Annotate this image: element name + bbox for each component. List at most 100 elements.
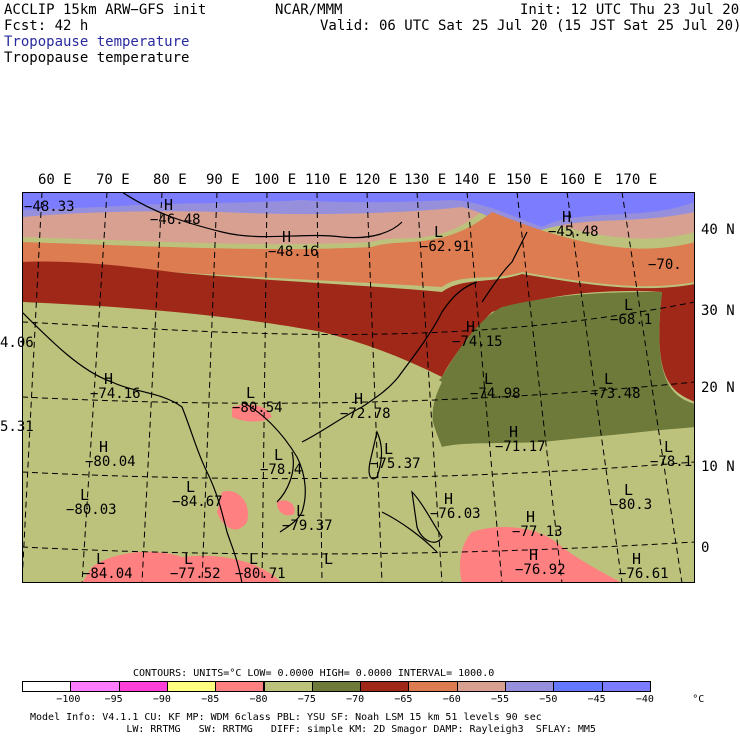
pressure-center: H −76.92 bbox=[515, 548, 566, 578]
low-center-marker: L bbox=[324, 550, 334, 568]
low-center-marker: L bbox=[604, 370, 614, 388]
pressure-center: H −46.48 bbox=[150, 198, 201, 228]
lat-label: 40 N bbox=[701, 222, 735, 238]
low-center-marker: L bbox=[246, 384, 256, 402]
pressure-center: L −80.71 bbox=[235, 552, 286, 582]
center-value: −73.48 bbox=[590, 386, 641, 402]
high-center-marker: H bbox=[526, 508, 536, 526]
band-60 bbox=[22, 212, 695, 287]
color-scale-label: −70 bbox=[346, 694, 365, 705]
lon-label: 70 E bbox=[96, 172, 130, 188]
band-80 bbox=[277, 500, 295, 516]
tropopause-temperature-map bbox=[22, 192, 695, 583]
band-70 bbox=[430, 292, 695, 447]
pressure-center: −70. bbox=[648, 258, 682, 273]
pressure-center: L −77.52 bbox=[170, 552, 221, 582]
color-scale-label: −90 bbox=[152, 694, 171, 705]
color-scale-swatch bbox=[215, 681, 265, 692]
band-80 bbox=[232, 404, 272, 422]
color-scale-label: −80 bbox=[249, 694, 268, 705]
color-scale-swatch bbox=[22, 681, 72, 692]
center-value: −68.1 bbox=[610, 312, 653, 328]
center-value: −77.13 bbox=[512, 524, 563, 540]
pressure-center: L −78.4 bbox=[260, 448, 302, 478]
center-value: −80.71 bbox=[235, 566, 286, 582]
color-scale-label: −85 bbox=[201, 694, 220, 705]
pressure-center: 4.06 bbox=[0, 336, 34, 351]
color-scale-label: °C bbox=[692, 694, 705, 705]
lon-label: 90 E bbox=[206, 172, 240, 188]
lon-label: 170 E bbox=[615, 172, 658, 188]
center-value: −45.48 bbox=[548, 224, 599, 240]
color-scale-swatch bbox=[70, 681, 120, 692]
center-value: −80.03 bbox=[66, 502, 117, 518]
pressure-center: 5.31 bbox=[0, 420, 34, 435]
high-center-marker: H bbox=[164, 196, 174, 214]
low-center-marker: L bbox=[296, 502, 306, 520]
high-center-marker: H bbox=[99, 438, 109, 456]
center-value: −74.15 bbox=[452, 334, 503, 350]
forecast-hour: Fcst: 42 h bbox=[4, 18, 89, 34]
center-value: −80.04 bbox=[85, 454, 136, 470]
color-scale-swatch bbox=[118, 681, 168, 692]
coastlines bbox=[22, 192, 528, 583]
color-scale-label: −45 bbox=[587, 694, 606, 705]
pressure-center: L −68.1 bbox=[610, 298, 652, 328]
center-value: −76.92 bbox=[515, 562, 566, 578]
center-value: −74.98 bbox=[470, 386, 521, 402]
init-time: Init: 12 UTC Thu 23 Jul 20 bbox=[520, 2, 740, 18]
high-center-marker: H bbox=[529, 546, 539, 564]
lat-label: 10 N bbox=[701, 459, 735, 475]
pressure-center: H −48.16 bbox=[268, 230, 319, 260]
model-info-line1: Model Info: V4.1.1 CU: KF MP: WDM 6class… bbox=[30, 712, 542, 723]
color-scale-label: −95 bbox=[104, 694, 123, 705]
center-value: −78.1 bbox=[650, 454, 693, 470]
low-center-marker: L bbox=[384, 440, 394, 458]
run-title: ACCLIP 15km ARW−GFS init bbox=[4, 2, 207, 18]
color-scale-swatch bbox=[505, 681, 555, 692]
center-value: −79.37 bbox=[282, 518, 333, 534]
pressure-center: H −76.61 bbox=[618, 552, 669, 582]
low-center-marker: L bbox=[96, 550, 106, 568]
pressure-center: H −72.78 bbox=[340, 392, 391, 422]
lon-label: 160 E bbox=[560, 172, 603, 188]
center-value: −70. bbox=[648, 257, 682, 273]
pressure-center: L −74.98 bbox=[470, 372, 521, 402]
color-scale-swatch bbox=[601, 681, 651, 692]
low-center-marker: L bbox=[186, 478, 196, 496]
lon-label: 150 E bbox=[506, 172, 549, 188]
pressure-center: L −80.3 bbox=[610, 483, 652, 513]
pressure-center: L −79.37 bbox=[282, 504, 333, 534]
band-45 bbox=[22, 192, 695, 227]
center-value: −84.67 bbox=[172, 494, 223, 510]
lon-label: 130 E bbox=[404, 172, 447, 188]
institution-label: NCAR/MMM bbox=[275, 2, 343, 18]
center-value: −72.78 bbox=[340, 406, 391, 422]
low-center-marker: L bbox=[249, 550, 259, 568]
pressure-center: L −80.03 bbox=[66, 488, 117, 518]
low-center-marker: L bbox=[274, 446, 284, 464]
center-value: −77.52 bbox=[170, 566, 221, 582]
center-value: −48.33 bbox=[24, 199, 75, 215]
lon-label: 80 E bbox=[153, 172, 187, 188]
pressure-center: L −84.67 bbox=[172, 480, 223, 510]
center-value: −62.91 bbox=[420, 239, 471, 255]
center-value: −84.04 bbox=[82, 566, 133, 582]
band-80 bbox=[217, 491, 248, 530]
low-center-marker: L bbox=[624, 296, 634, 314]
color-scale-swatch bbox=[360, 681, 410, 692]
field-title-shaded: Tropopause temperature bbox=[4, 34, 190, 50]
pressure-center: H −74.15 bbox=[452, 320, 503, 350]
color-scale-label: −75 bbox=[297, 694, 316, 705]
color-scale-swatch bbox=[553, 681, 603, 692]
map-frame bbox=[22, 192, 695, 583]
pressure-center: −48.33 bbox=[24, 200, 75, 215]
color-scale-label: −65 bbox=[394, 694, 413, 705]
low-center-marker: L bbox=[184, 550, 194, 568]
lon-label: 140 E bbox=[454, 172, 497, 188]
low-center-marker: L bbox=[434, 223, 444, 241]
high-center-marker: H bbox=[104, 370, 114, 388]
lon-label: 100 E bbox=[254, 172, 297, 188]
color-scale-swatch bbox=[456, 681, 506, 692]
high-center-marker: H bbox=[509, 423, 519, 441]
